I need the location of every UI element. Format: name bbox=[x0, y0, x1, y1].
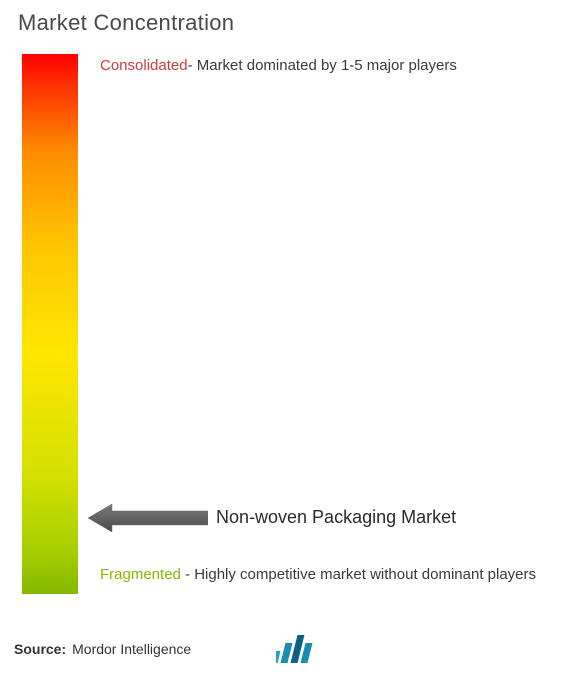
fragmented-annotation: Fragmented - Highly competitive market w… bbox=[100, 564, 536, 586]
fragmented-desc: - Highly competitive market without domi… bbox=[185, 566, 536, 583]
consolidated-desc: - Market dominated by 1-5 major players bbox=[188, 57, 457, 74]
gradient-bar bbox=[22, 54, 78, 594]
arrow-left-icon bbox=[88, 504, 208, 532]
market-position-arrow bbox=[88, 504, 208, 532]
consolidated-annotation: Consolidated- Market dominated by 1-5 ma… bbox=[100, 56, 457, 76]
page-title: Market Concentration bbox=[0, 0, 583, 36]
market-name-label: Non-woven Packaging Market bbox=[216, 507, 456, 528]
source-value: Mordor Intelligence bbox=[72, 641, 191, 657]
mordor-logo-icon bbox=[276, 633, 322, 665]
fragmented-keyword: Fragmented bbox=[100, 566, 181, 583]
concentration-scale-chart: Consolidated- Market dominated by 1-5 ma… bbox=[0, 54, 583, 614]
consolidated-keyword: Consolidated bbox=[100, 57, 188, 74]
source-attribution: Source: Mordor Intelligence bbox=[14, 641, 191, 657]
source-label: Source: bbox=[14, 641, 66, 657]
